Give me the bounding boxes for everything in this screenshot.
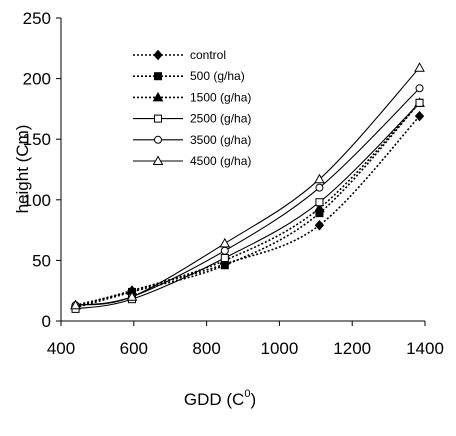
open-triangle-marker — [219, 237, 231, 248]
legend-item: 500 (g/ha) — [133, 69, 245, 83]
filled-diamond-marker — [314, 219, 325, 231]
series-2 — [71, 98, 424, 312]
x-axis-title-superscript: 0 — [244, 388, 250, 400]
x-tick-label: 600 — [120, 339, 148, 358]
y-tick-label: 100 — [23, 191, 51, 210]
y-tick-label: 150 — [23, 130, 51, 149]
series-line — [75, 102, 421, 307]
open-circle-marker — [315, 183, 324, 192]
legend-label: 500 (g/ha) — [190, 69, 245, 83]
x-tick-label: 1200 — [333, 339, 371, 358]
x-ticks: 400 600 800 1000 1200 1400 — [47, 321, 444, 358]
open-triangle-marker — [152, 155, 164, 165]
legend-item: 1500 (g/ha) — [133, 90, 251, 104]
series-6 — [70, 62, 425, 310]
axes — [60, 18, 425, 322]
series-3 — [70, 97, 425, 310]
open-square-marker — [315, 198, 324, 207]
legend-label: 3500 (g/ha) — [190, 133, 251, 147]
filled-triangle-marker — [314, 202, 325, 213]
legend-item: 2500 (g/ha) — [133, 112, 251, 126]
filled-diamond-marker — [153, 49, 163, 61]
legend-item: control — [133, 48, 226, 62]
series-line — [75, 67, 420, 306]
y-tick-label: 0 — [42, 312, 51, 331]
x-axis-title-main: GDD (C — [184, 390, 244, 409]
filled-square-marker — [154, 72, 162, 81]
open-triangle-marker — [70, 299, 81, 310]
filled-triangle-marker — [152, 91, 164, 102]
series-group — [70, 62, 425, 313]
y-tick-label: 50 — [32, 251, 51, 270]
legend-label: 1500 (g/ha) — [190, 90, 251, 104]
legend-label: 4500 (g/ha) — [190, 154, 251, 168]
open-square-marker — [154, 114, 162, 123]
legend-label: control — [190, 48, 226, 62]
legend-item: 3500 (g/ha) — [133, 133, 251, 147]
open-square-marker — [220, 253, 229, 262]
open-circle-marker — [154, 135, 162, 144]
open-triangle-marker — [314, 173, 325, 184]
y-ticks: 0 50 100 150 200 250 — [23, 9, 61, 331]
x-axis-title-close: ) — [250, 390, 256, 409]
open-circle-marker — [220, 246, 229, 255]
x-tick-label: 400 — [47, 339, 75, 358]
open-triangle-marker — [126, 291, 138, 301]
open-circle-marker — [415, 84, 424, 93]
series-line — [75, 102, 421, 309]
legend-label: 2500 (g/ha) — [190, 112, 251, 126]
filled-diamond-marker — [414, 110, 425, 122]
legend: control 500 (g/ha) 1500 (g/ha) 2500 (g/ha) 3… — [133, 48, 251, 168]
y-tick-label: 200 — [23, 70, 51, 89]
x-tick-label: 800 — [192, 339, 220, 358]
series-line — [75, 102, 420, 310]
x-axis-title: GDD (C0) — [184, 388, 256, 409]
y-axis-title: height (Cm) — [13, 125, 32, 214]
legend-item: 4500 (g/ha) — [133, 154, 251, 168]
series-4 — [71, 98, 424, 313]
open-triangle-marker — [414, 62, 425, 72]
x-tick-label: 1400 — [406, 339, 444, 358]
x-tick-label: 1000 — [260, 339, 298, 358]
y-tick-label: 250 — [23, 9, 51, 28]
open-square-marker — [415, 98, 424, 107]
